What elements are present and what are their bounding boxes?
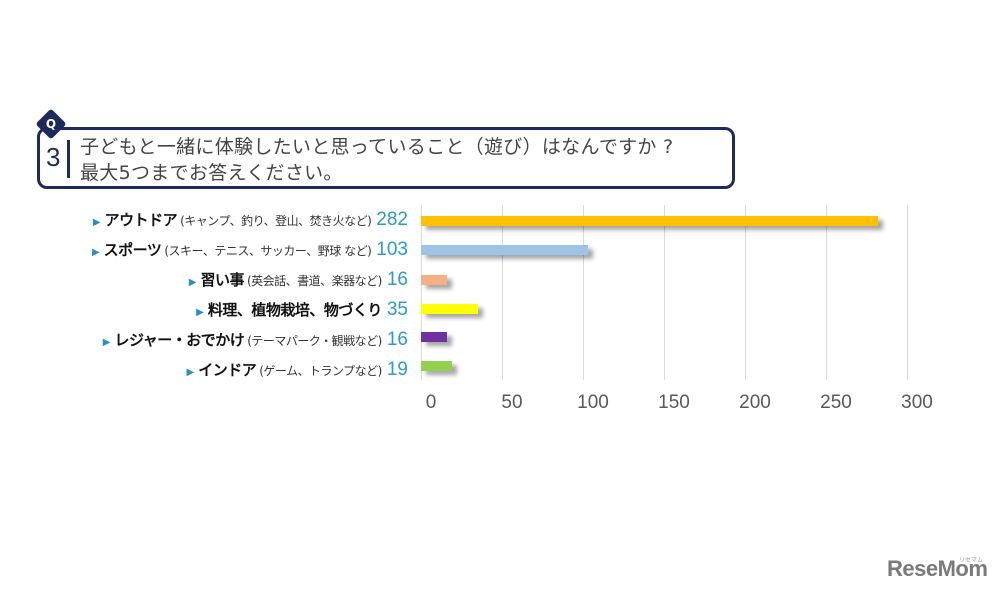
x-tick: 200 — [739, 392, 771, 413]
row-label-outdoor: ▶ アウトドア (キャンプ、釣り、登山、焚き火など) 282 — [93, 208, 408, 232]
row-main-label: インドア — [198, 361, 257, 379]
gridline-100 — [583, 205, 584, 380]
row-value: 282 — [376, 209, 408, 230]
x-tick: 50 — [501, 392, 523, 413]
gridline-150 — [664, 205, 665, 380]
question-number: 3 — [46, 142, 61, 172]
question-text: 子どもと一緒に体験したいと思っていること（遊び）はなんですか ? 最大5つまでお… — [80, 134, 673, 186]
row-value: 19 — [386, 359, 408, 380]
row-main-label: 料理、植物栽培、物づくり — [207, 301, 383, 319]
gridline-300 — [907, 205, 908, 380]
row-value: 16 — [386, 269, 408, 290]
row-value: 16 — [386, 329, 408, 350]
question-badge-letter: Q — [45, 117, 57, 131]
row-sub-label: (テーマパーク・観戦など) — [247, 334, 382, 348]
question-frame — [37, 127, 735, 189]
x-tick: 300 — [901, 392, 933, 413]
resemom-logo: ReseMom — [887, 556, 988, 581]
bar-craft — [421, 304, 478, 314]
gridline-50 — [502, 205, 503, 380]
row-sub-label: (スキー、テニス、サッカー、野球 など) — [164, 244, 372, 258]
x-tick: 150 — [658, 392, 690, 413]
gridline-200 — [745, 205, 746, 380]
bar-leisure — [421, 332, 447, 342]
bullet-triangle-icon: ▶ — [188, 277, 197, 288]
bar-indoor — [421, 361, 452, 371]
bullet-triangle-icon: ▶ — [92, 217, 101, 228]
row-value: 103 — [376, 239, 408, 260]
row-value: 35 — [386, 299, 408, 320]
x-tick: 0 — [425, 392, 437, 413]
row-main-label: アウトドア — [104, 211, 178, 229]
bar-sports — [421, 245, 588, 255]
question-divider — [67, 140, 70, 178]
row-main-label: レジャー・おでかけ — [114, 331, 245, 349]
question-line-2: 最大5つまでお答えください。 — [80, 162, 343, 184]
bullet-triangle-icon: ▶ — [91, 247, 100, 258]
question-line-1: 子どもと一緒に体験したいと思っていること（遊び）はなんですか ? — [80, 136, 674, 158]
gridline-250 — [826, 205, 827, 380]
row-label-leisure: ▶ レジャー・おでかけ (テーマパーク・観戦など) 16 — [103, 328, 408, 352]
gridline-0 — [421, 205, 422, 380]
row-label-lessons: ▶ 習い事 (英会話、書道、楽器など) 16 — [189, 268, 408, 292]
bar-lessons — [421, 275, 447, 285]
bar-outdoor — [421, 216, 878, 226]
row-label-sports: ▶ スポーツ (スキー、テニス、サッカー、野球 など) 103 — [92, 238, 408, 262]
row-sub-label: (キャンプ、釣り、登山、焚き火など) — [180, 214, 372, 228]
row-main-label: 習い事 — [200, 271, 244, 289]
bullet-triangle-icon: ▶ — [186, 367, 195, 378]
bullet-triangle-icon: ▶ — [102, 337, 111, 348]
row-label-craft: ▶ 料理、植物栽培、物づくり 35 — [196, 298, 408, 322]
row-sub-label: (英会話、書道、楽器など) — [246, 274, 382, 288]
row-main-label: スポーツ — [103, 241, 162, 259]
row-sub-label: (ゲーム、トランプなど) — [259, 364, 382, 378]
x-tick: 250 — [820, 392, 852, 413]
resemom-logo-kana: リセマム — [959, 557, 984, 564]
row-label-indoor: ▶ インドア (ゲーム、トランプなど) 19 — [186, 358, 408, 382]
x-tick: 100 — [577, 392, 609, 413]
bullet-triangle-icon: ▶ — [196, 307, 204, 318]
